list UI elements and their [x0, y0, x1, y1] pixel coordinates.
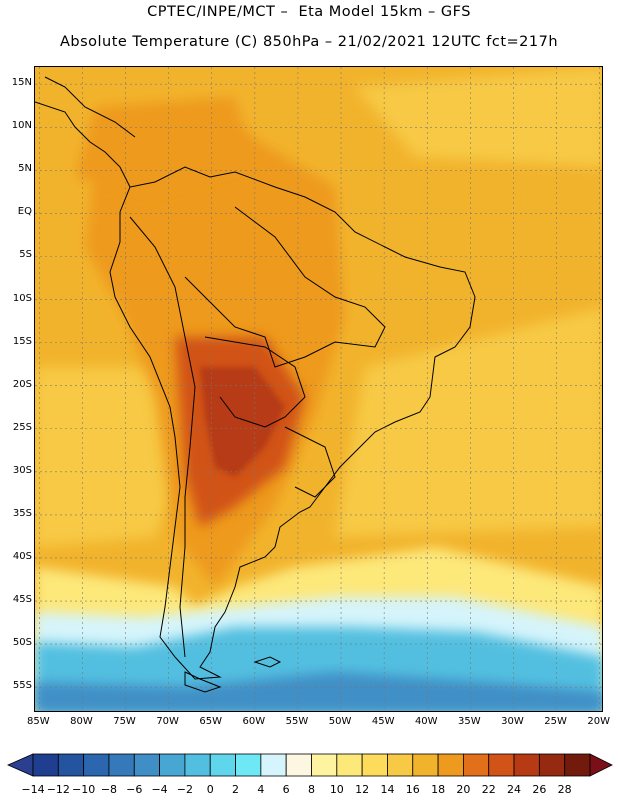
lat-label-10S: 10S: [12, 292, 32, 304]
lon-label-50W: 50W: [328, 716, 352, 727]
map-canvas: [35, 67, 602, 711]
colorbar-swatch-7: [209, 753, 236, 777]
colorbar-label-12: 10: [329, 783, 344, 796]
argentina-uruguay-border: [284, 426, 336, 498]
colorbar-swatch-6: [184, 753, 211, 777]
warm-zone-caribbean: [75, 97, 255, 197]
lon-label-35W: 35W: [458, 716, 481, 727]
lon-label-30W: 30W: [501, 716, 524, 727]
colorbar-swatch-16: [437, 753, 464, 777]
colorbar-label-13: 12: [355, 783, 370, 796]
lat-label-EQ: EQ: [17, 206, 32, 218]
lat-label-5S: 5S: [19, 249, 32, 261]
colorbar-label-8: 2: [232, 783, 240, 796]
lat-label-20S: 20S: [12, 378, 32, 390]
colorbar-swatch-20: [538, 753, 566, 777]
colorbar-swatch-2: [83, 753, 110, 777]
lat-label-30S: 30S: [12, 464, 32, 476]
hot-core-chaco: [200, 367, 285, 477]
temperature-colorbar: [7, 753, 613, 777]
tierra-del-fuego: [184, 671, 222, 693]
colorbar-swatch-10: [285, 753, 312, 777]
colorbar-swatch-0: [32, 753, 59, 777]
colorbar-swatch-9: [260, 753, 287, 777]
colorbar-label-4: −6: [126, 783, 143, 796]
central-america-coastline: [35, 101, 131, 188]
colorbar-label-19: 24: [507, 783, 522, 796]
colorbar-label-21: 28: [557, 783, 572, 796]
colorbar-label-0: −14: [21, 783, 45, 796]
colorbar-label-7: 0: [206, 783, 214, 796]
lon-label-25W: 25W: [544, 716, 567, 727]
lat-label-10N: 10N: [11, 120, 32, 132]
colorbar-swatch-5: [159, 753, 186, 777]
lon-label-80W: 80W: [70, 716, 93, 727]
colorbar-label-18: 22: [481, 783, 496, 796]
map-title-line1: CPTEC/INPE/MCT – Eta Model 15km – GFS: [147, 4, 471, 20]
colorbar-over-arrow: [589, 753, 613, 777]
lon-label-70W: 70W: [156, 716, 179, 727]
colorbar-swatch-18: [488, 753, 515, 777]
coastlines: [35, 76, 476, 693]
colorbar-label-6: −2: [176, 783, 194, 796]
colorbar-swatch-17: [463, 753, 490, 777]
lon-label-40W: 40W: [414, 716, 438, 727]
colorbar-label-2: −10: [72, 783, 96, 796]
central-america-north-coast: [44, 76, 136, 138]
lon-label-20W: 20W: [587, 716, 610, 727]
colorbar-swatch-11: [311, 753, 338, 777]
lat-label-15S: 15S: [12, 335, 32, 347]
colorbar-label-15: 16: [405, 783, 420, 796]
coldest-zone-south: [35, 672, 602, 711]
map-title-line2: Absolute Temperature (C) 850hPa – 21/02/…: [59, 34, 559, 50]
colorbar-label-10: 6: [282, 783, 290, 796]
colorbar-swatch-1: [57, 753, 85, 777]
colorbar-swatch-21: [564, 753, 591, 777]
lon-label-85W: 85W: [26, 716, 50, 727]
colorbar-label-11: 8: [308, 783, 315, 796]
colorbar-swatch-14: [387, 753, 414, 777]
cooler-zone-pacific: [35, 367, 195, 547]
colorbar-under-arrow: [7, 753, 34, 777]
colorbar-swatch-8: [235, 753, 262, 777]
colorbar-swatch-15: [412, 753, 439, 777]
cooler-zone-atlantic: [335, 307, 602, 537]
lon-label-60W: 60W: [242, 716, 266, 727]
andes-border: [129, 216, 196, 658]
colorbar-label-17: 20: [456, 783, 471, 796]
colorbar-swatch-3: [108, 753, 135, 777]
lat-label-35S: 35S: [12, 507, 32, 519]
temperature-map: [34, 66, 603, 712]
lat-label-25S: 25S: [12, 421, 32, 433]
lat-label-40S: 40S: [12, 550, 32, 562]
colorbar-label-9: 4: [257, 783, 265, 796]
lat-label-55S: 55S: [12, 680, 32, 692]
lat-label-5N: 5N: [18, 163, 32, 175]
lon-label-45W: 45W: [371, 716, 395, 727]
colorbar-swatch-12: [336, 753, 363, 777]
brazil-border: [184, 206, 386, 368]
colorbar-swatch-19: [513, 753, 540, 777]
lon-label-55W: 55W: [285, 716, 309, 727]
colorbar-label-5: −4: [151, 783, 168, 796]
lat-label-50S: 50S: [12, 637, 32, 649]
colorbar-label-14: 14: [380, 783, 395, 796]
colorbar-label-20: 26: [532, 783, 547, 796]
colorbar-label-1: −12: [46, 783, 70, 796]
colorbar-label-3: −8: [100, 783, 118, 796]
lat-label-45S: 45S: [12, 594, 32, 606]
colorbar-swatch-4: [133, 753, 160, 777]
colorbar-swatch-13: [361, 753, 388, 777]
lon-label-75W: 75W: [113, 716, 136, 727]
south-america-coastline: [109, 166, 476, 680]
lon-label-65W: 65W: [199, 716, 223, 727]
falkland-islands: [253, 656, 282, 668]
colorbar-label-16: 18: [431, 783, 446, 796]
cooler-zone-north-atlantic: [355, 67, 602, 167]
bolivia-paraguay-border: [204, 336, 306, 428]
lat-label-15N: 15N: [11, 77, 32, 89]
